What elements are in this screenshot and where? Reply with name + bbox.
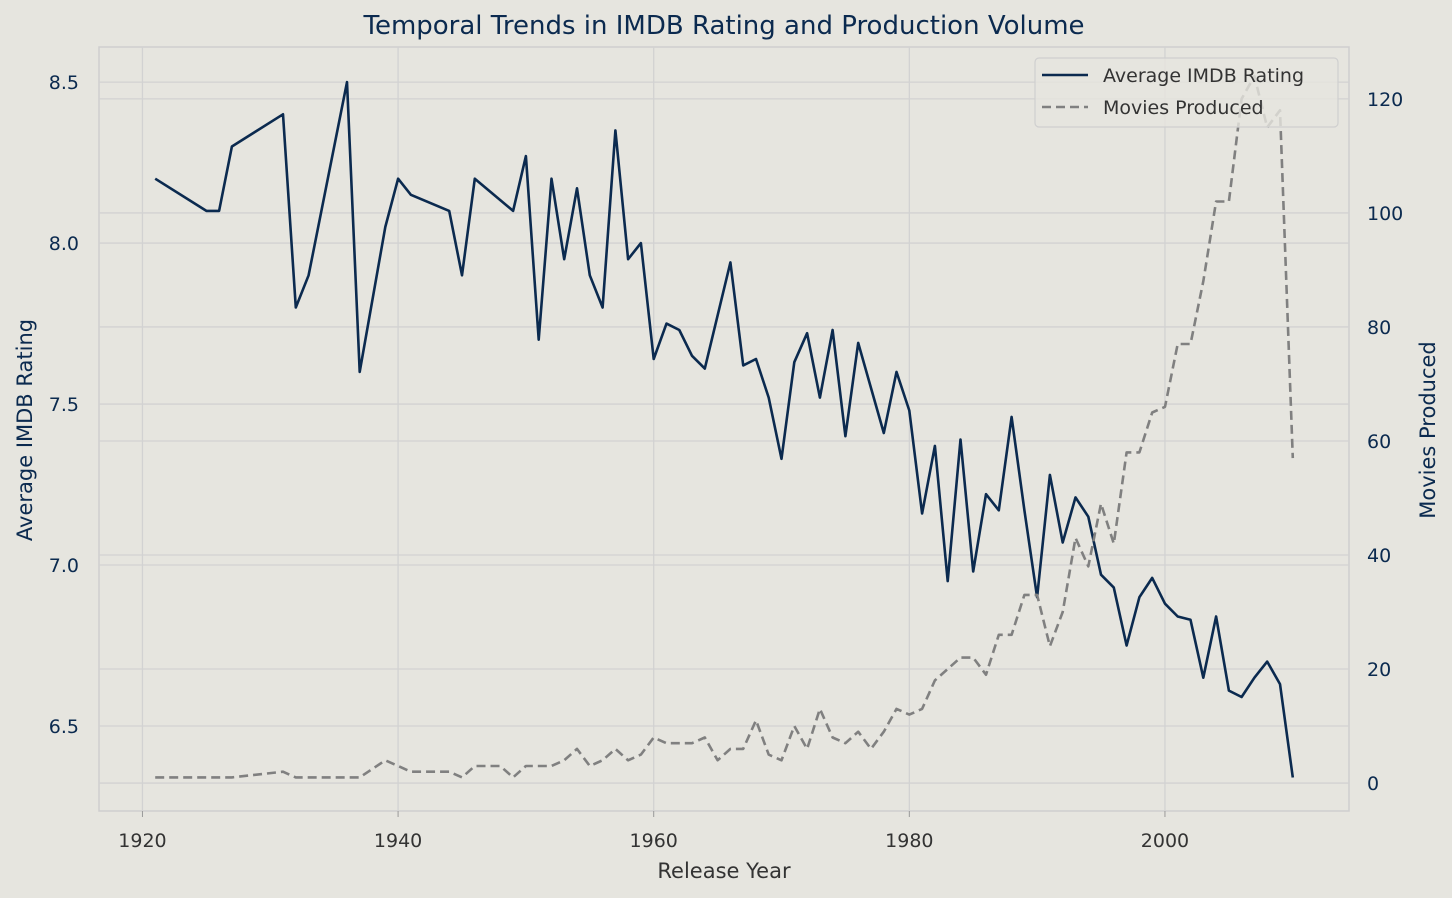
y-tick-label-left: 7.0 xyxy=(49,555,79,577)
legend-label-movies: Movies Produced xyxy=(1103,97,1264,119)
y-tick-label-right: 100 xyxy=(1367,203,1403,225)
y-tick-label-right: 0 xyxy=(1367,773,1379,795)
x-tick-label: 1980 xyxy=(885,830,933,852)
x-axis-label: Release Year xyxy=(657,859,791,883)
y-tick-label-left: 6.5 xyxy=(49,716,79,738)
x-tick-label: 1960 xyxy=(630,830,678,852)
x-tick-label: 1940 xyxy=(374,830,422,852)
y-tick-label-right: 60 xyxy=(1367,431,1391,453)
y-tick-label-left: 7.5 xyxy=(49,394,79,416)
y-axis-label-right: Movies Produced xyxy=(1416,341,1440,519)
y-tick-label-right: 120 xyxy=(1367,89,1403,111)
legend-label-rating: Average IMDB Rating xyxy=(1103,65,1304,87)
x-tick-label: 1920 xyxy=(118,830,166,852)
chart-title: Temporal Trends in IMDB Rating and Produ… xyxy=(362,11,1084,41)
y-tick-label-right: 20 xyxy=(1367,659,1391,681)
legend: Average IMDB Rating Movies Produced xyxy=(1035,58,1338,127)
y-tick-label-right: 40 xyxy=(1367,545,1391,567)
y-tick-label-left: 8.0 xyxy=(49,233,79,255)
y-tick-label-right: 80 xyxy=(1367,317,1391,339)
y-tick-label-left: 8.5 xyxy=(49,72,79,94)
y-axis-label-left: Average IMDB Rating xyxy=(13,319,37,541)
x-tick-label: 2000 xyxy=(1141,830,1189,852)
